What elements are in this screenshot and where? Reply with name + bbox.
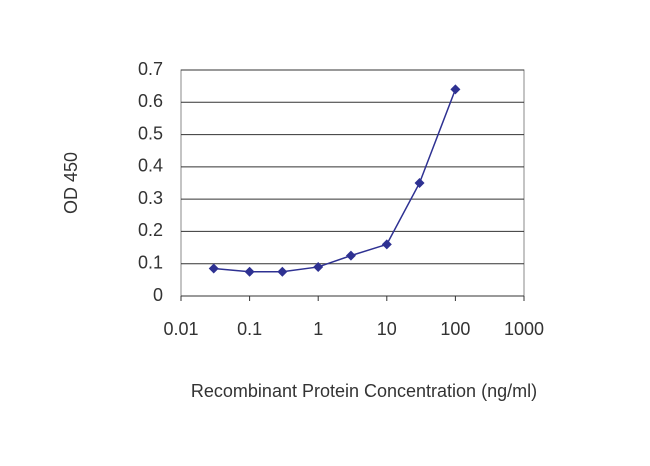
y-tick-label: 0.4 <box>138 156 163 176</box>
y-tick-label: 0.2 <box>138 220 163 240</box>
data-point <box>450 84 461 95</box>
data-point <box>244 266 255 277</box>
data-point <box>208 263 219 274</box>
data-point <box>313 261 324 272</box>
x-tick-label: 1 <box>313 319 323 339</box>
data-point <box>345 250 356 261</box>
y-tick-label: 0 <box>153 285 163 305</box>
y-tick-label: 0.7 <box>138 59 163 79</box>
line <box>213 89 457 273</box>
y-tick-label: 0.3 <box>138 188 163 208</box>
x-tick-label: 100 <box>440 319 470 339</box>
data-point <box>381 239 392 250</box>
y-tick-label: 0.6 <box>138 91 163 111</box>
y-tick-label: 0.1 <box>138 252 163 272</box>
x-tick-label: 1000 <box>504 319 544 339</box>
y-axis-title: OD 450 <box>61 152 81 214</box>
y-tick-label: 0.5 <box>138 123 163 143</box>
x-tick-label: 0.01 <box>163 319 198 339</box>
x-tick-label: 10 <box>377 319 397 339</box>
plot-area <box>180 69 525 297</box>
data-point <box>414 178 425 188</box>
x-tick-label: 0.1 <box>237 319 262 339</box>
x-axis-title: Recombinant Protein Concentration (ng/ml… <box>191 381 537 401</box>
data-point <box>277 266 288 277</box>
